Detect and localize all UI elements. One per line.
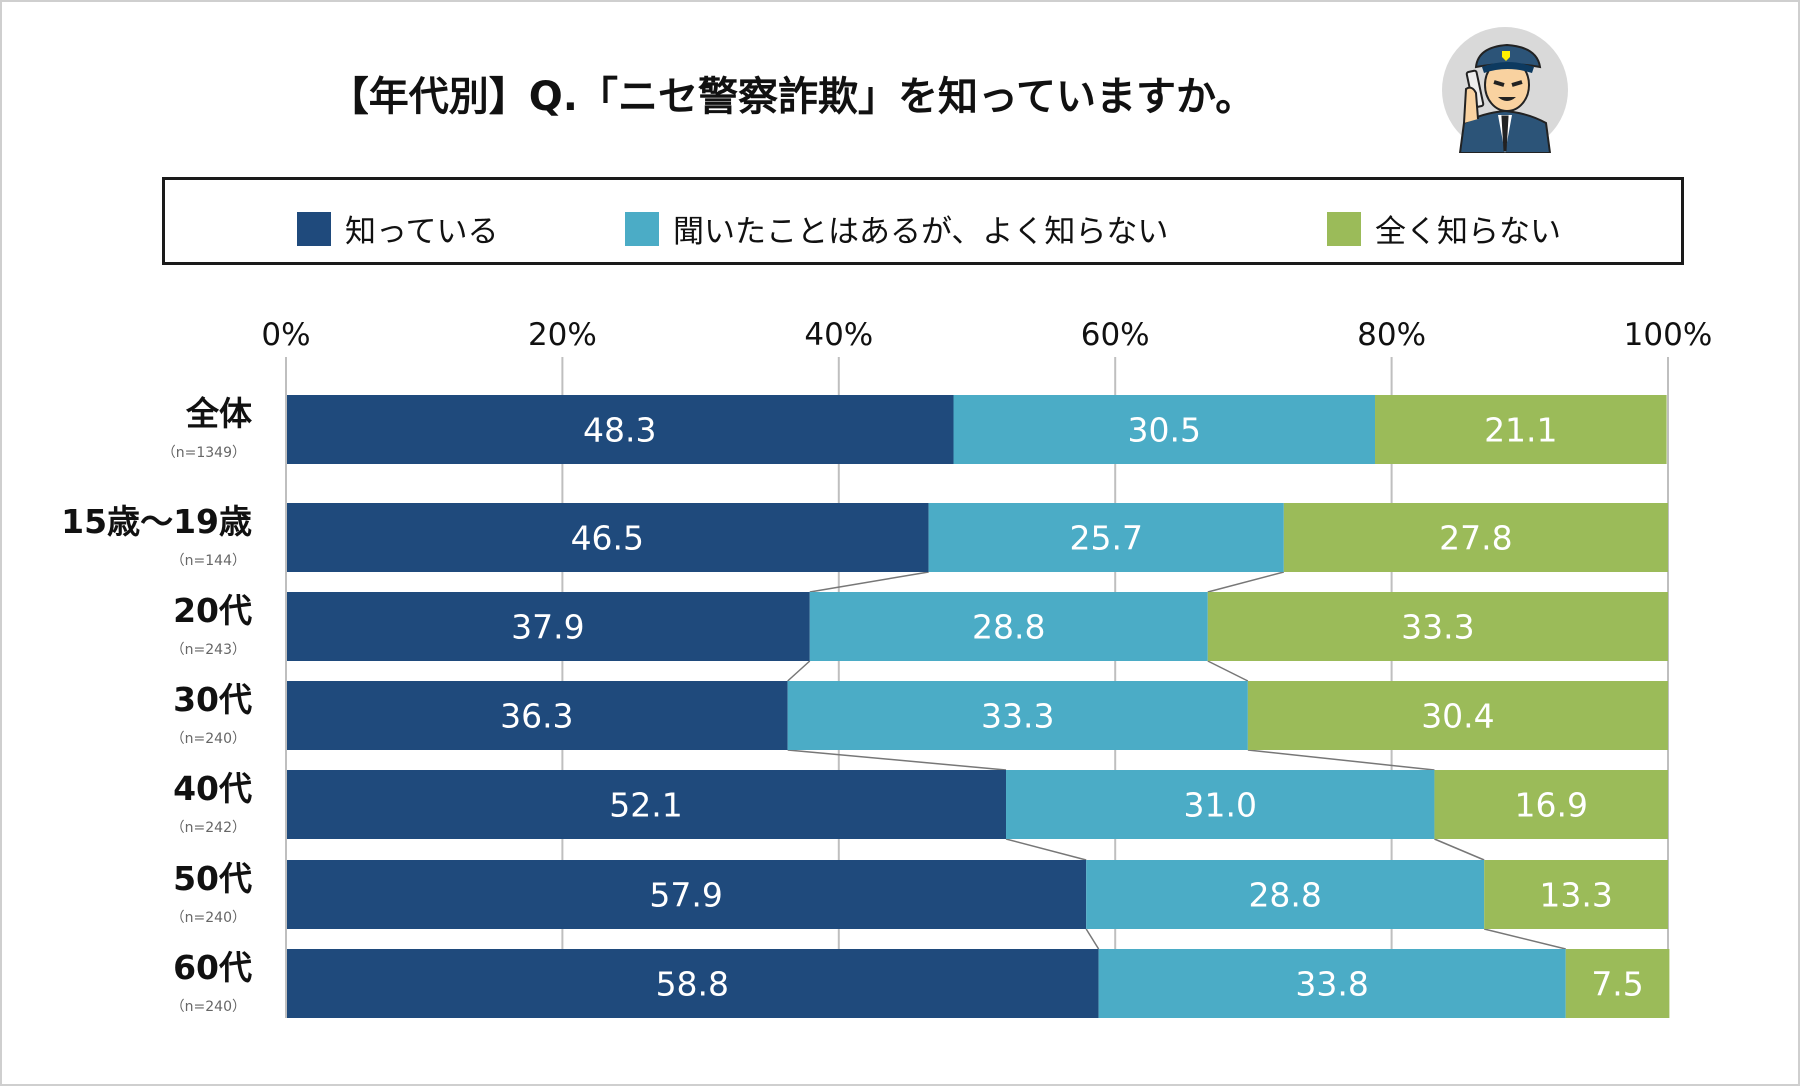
connector-line	[1005, 838, 1087, 861]
sample-size-label: （n=240）	[171, 999, 246, 1015]
bar-segment	[809, 592, 1208, 661]
legend-label: 知っている	[345, 214, 499, 250]
legend-swatch	[1327, 211, 1361, 246]
connector-line	[1207, 571, 1284, 593]
connector-line	[809, 571, 929, 593]
legend: 知っている 聞いたことはあるが、よく知らない 全く知らない	[162, 177, 1684, 265]
data-label: 36.3	[500, 697, 573, 736]
bar-segment	[1247, 681, 1668, 750]
category-label: 60代	[173, 948, 252, 987]
bar-segment	[1484, 860, 1668, 929]
bar-segment	[1565, 949, 1670, 1018]
legend-label: 全く知らない	[1375, 214, 1561, 250]
data-label: 28.8	[972, 608, 1045, 647]
bar-segment	[1086, 860, 1485, 929]
legend-swatch	[297, 211, 331, 246]
connector-line	[787, 660, 811, 682]
bar-segment	[286, 395, 954, 464]
category-label: 20代	[173, 591, 252, 630]
sample-size-label: （n=144）	[171, 553, 246, 569]
bar-segment	[286, 592, 810, 661]
legend-swatch	[625, 211, 659, 246]
data-label: 31.0	[1183, 786, 1256, 825]
bar-segment	[286, 860, 1087, 929]
sample-size-label: （n=240）	[171, 731, 246, 747]
connector-line	[1085, 928, 1100, 950]
connector-line	[1207, 660, 1249, 682]
data-label: 30.5	[1128, 411, 1201, 450]
bar-segment	[286, 681, 788, 750]
data-label: 33.8	[1295, 965, 1368, 1004]
category-label: 15歳〜19歳	[61, 502, 252, 541]
legend-item-heard: 聞いたことはあるが、よく知らない	[625, 206, 1168, 251]
bar-segment	[953, 395, 1376, 464]
sample-size-label: （n=1349）	[162, 445, 246, 461]
bar-segment	[1207, 592, 1668, 661]
police-officer-icon	[1442, 27, 1568, 153]
data-label: 57.9	[649, 876, 722, 915]
connector-line	[787, 749, 1007, 771]
data-label: 58.8	[656, 965, 729, 1004]
data-label: 33.3	[1401, 608, 1474, 647]
data-label: 33.3	[981, 697, 1054, 736]
x-tick-label: 80%	[1357, 317, 1426, 353]
x-tick-label: 40%	[804, 317, 873, 353]
bar-segment	[787, 681, 1248, 750]
data-label: 30.4	[1421, 697, 1494, 736]
category-label: 全体	[185, 394, 252, 433]
x-tick-label: 0%	[261, 317, 310, 353]
data-label: 46.5	[571, 519, 644, 558]
bar-segment	[1434, 770, 1668, 839]
data-label: 48.3	[583, 411, 656, 450]
bar-segment	[286, 503, 929, 572]
chart-title: 【年代別】Q.「ニセ警察詐欺」を知っていますか。	[328, 74, 1256, 120]
connector-line	[1484, 928, 1566, 950]
data-label: 7.5	[1591, 965, 1643, 1004]
bar-segment	[1006, 770, 1435, 839]
sample-size-label: （n=240）	[171, 910, 246, 926]
data-label: 37.9	[511, 608, 584, 647]
data-label: 27.8	[1439, 519, 1512, 558]
bar-segment	[1098, 949, 1566, 1018]
connector-line	[1247, 749, 1435, 771]
x-tick-label: 60%	[1081, 317, 1150, 353]
category-label: 50代	[173, 859, 252, 898]
category-label: 40代	[173, 769, 252, 808]
sample-size-label: （n=243）	[171, 642, 246, 658]
bar-segment	[286, 770, 1007, 839]
bar-segment	[286, 949, 1099, 1018]
connector-line	[1434, 838, 1485, 861]
legend-item-unknown: 全く知らない	[1327, 206, 1561, 251]
data-label: 16.9	[1514, 786, 1587, 825]
category-label: 30代	[173, 680, 252, 719]
bar-segment	[1283, 503, 1668, 572]
bar-segment	[1375, 395, 1667, 464]
x-tick-label: 20%	[528, 317, 597, 353]
legend-item-known: 知っている	[297, 206, 498, 251]
sample-size-label: （n=242）	[171, 820, 246, 836]
data-label: 28.8	[1248, 876, 1321, 915]
legend-label: 聞いたことはあるが、よく知らない	[673, 214, 1169, 250]
data-label: 21.1	[1484, 411, 1557, 450]
data-label: 52.1	[609, 786, 682, 825]
x-tick-label: 100%	[1624, 317, 1713, 353]
bar-segment	[928, 503, 1284, 572]
data-label: 25.7	[1069, 519, 1142, 558]
data-label: 13.3	[1539, 876, 1612, 915]
